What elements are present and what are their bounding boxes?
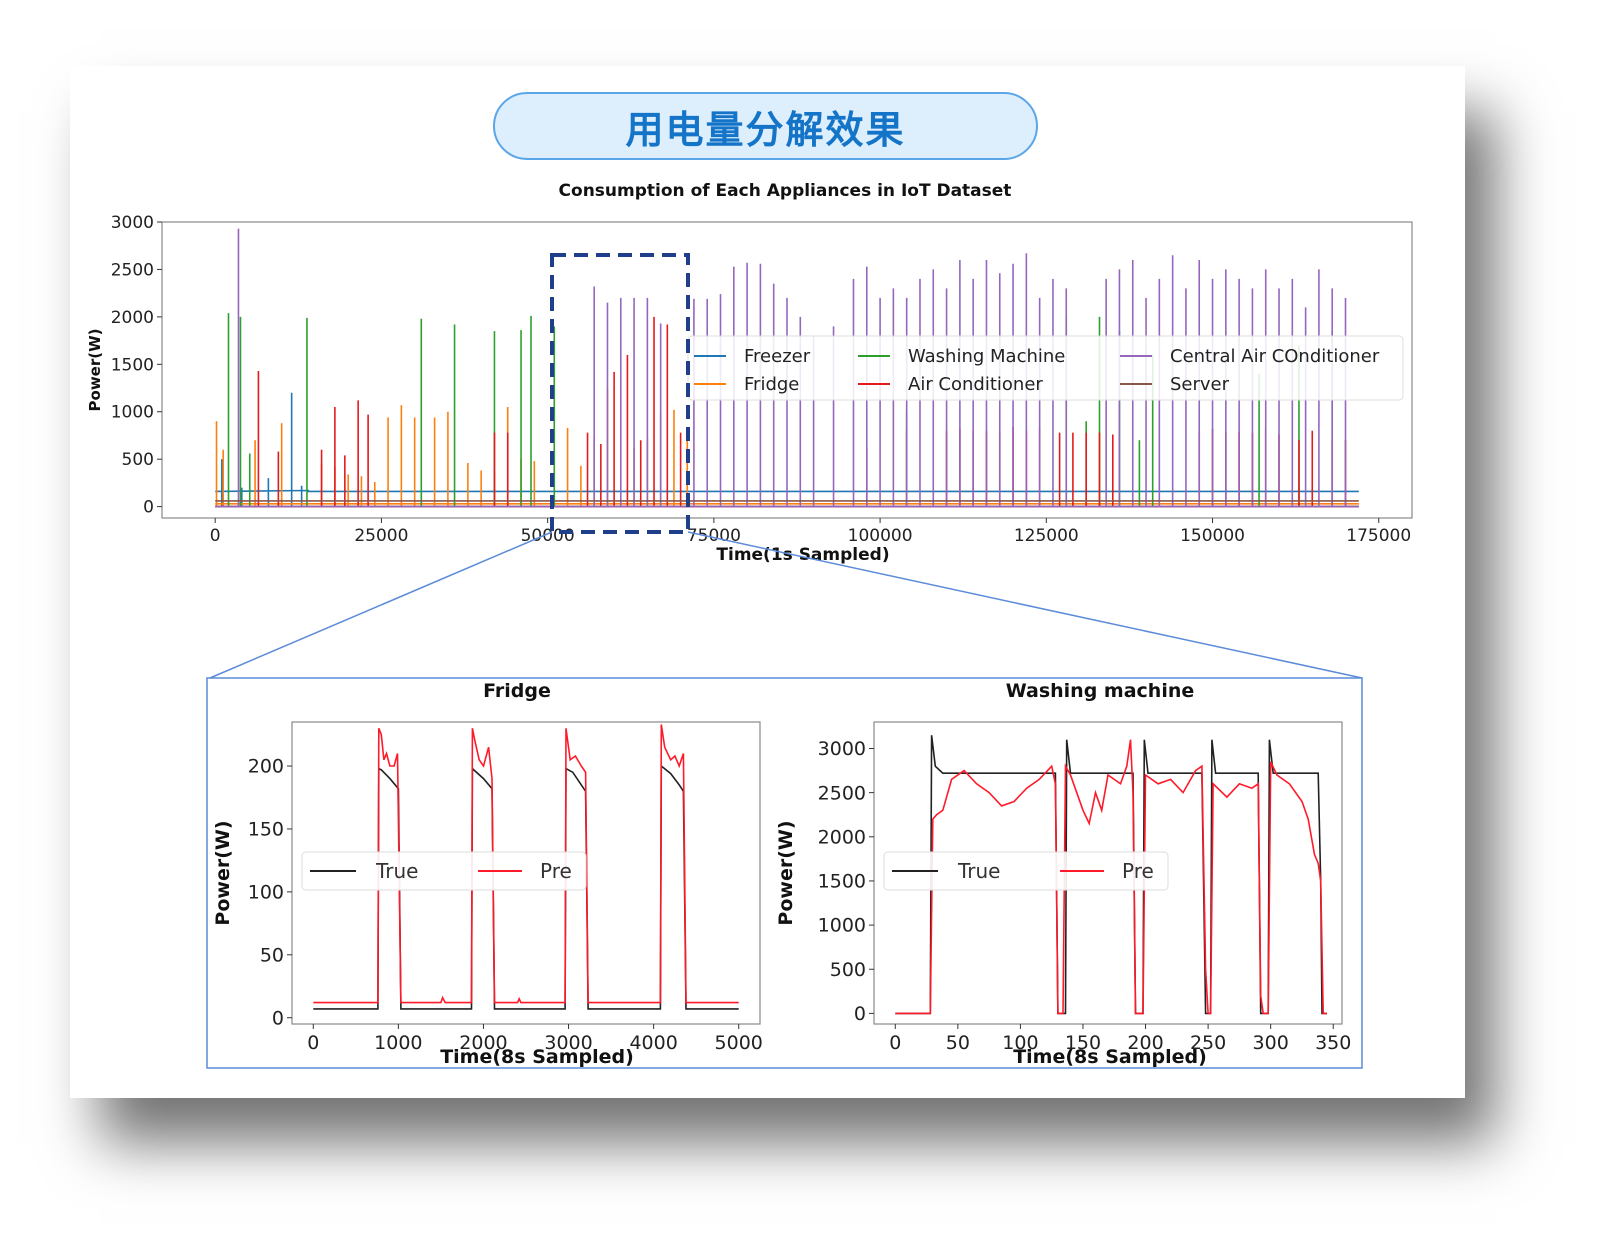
washing-y-tick-label: 2000 [818,826,866,848]
fridge-line-true [313,764,739,1010]
fridge-plot-frame [291,721,761,1025]
washing-legend-label-pre: Pre [1122,859,1154,883]
main-x-tick-label: 75000 [687,526,741,546]
fridge-y-tick-label: 100 [248,882,284,904]
washing-x-tick-label: 150 [1065,1032,1101,1054]
washing-legend-label-true: True [957,859,1000,883]
fridge-x-tick-label: 1000 [374,1032,422,1054]
fridge-axes: 0 1000 2000 3000 4000 5000 0 50 100 150 200 [248,756,763,1054]
slide-title: 用电量分解效果 [493,92,1038,160]
main-y-tick-label: 2500 [111,260,154,280]
washing-line-true [895,735,1327,1015]
main-x-label: Time(1s Sampled) [716,545,889,565]
washing-y-tick-label: 2500 [818,782,866,804]
fridge-legend-box [301,851,587,891]
fridge-y-tick-label: 50 [260,944,284,966]
main-x-tick-label: 175000 [1346,526,1411,546]
fridge-line-pre [313,724,739,1004]
main-chart: Consumption of Each Appliances in IoT Da… [86,181,1413,565]
fridge-x-tick-label: 4000 [629,1032,677,1054]
washing-legend: True Pre [883,851,1169,891]
fridge-x-tick-label: 2000 [459,1032,507,1054]
washing-y-tick-label: 3000 [818,738,866,760]
legend-label-freezer: Freezer [744,346,811,367]
fridge-x-tick-label: 5000 [715,1032,763,1054]
main-x-tick-label: 50000 [521,526,575,546]
main-y-label: Power(W) [86,329,104,412]
zoom-highlight-box [550,253,690,534]
main-y-tick-label: 0 [143,498,154,518]
main-chart-title: Consumption of Each Appliances in IoT Da… [559,181,1012,201]
washing-x-label: Time(8s Sampled) [1013,1046,1207,1068]
washing-x-tick-label: 300 [1253,1032,1289,1054]
washing-axes: 0 50 100 150 200 250 300 350 0 500 1000 1500 2000 250… [818,738,1352,1054]
zoom-connector-left [209,531,553,679]
washing-plot-frame [873,721,1343,1025]
fridge-legend-label-true: True [375,859,418,883]
fridge-chart: Fridge 0 1000 2000 3000 4000 5000 0 50 100 150 200… [212,680,763,1068]
legend-label-ac: Air Conditioner [908,374,1043,395]
main-y-tick-label: 1000 [111,403,154,423]
main-y-tick-label: 500 [122,450,154,470]
washing-x-tick-label: 100 [1002,1032,1038,1054]
fridge-y-label: Power(W) [212,820,234,925]
washing-series-group [895,735,1327,1015]
washing-x-tick-label: 50 [946,1032,970,1054]
washing-chart: Washing machine 0 50 100 150 200 250 300 350 0 50… [775,680,1351,1068]
fridge-x-tick-label: 0 [307,1032,319,1054]
fridge-chart-title: Fridge [483,680,551,702]
legend-label-central-ac: Central Air COnditioner [1170,346,1380,367]
main-x-tick-label: 125000 [1014,526,1079,546]
main-x-tick-label: 100000 [848,526,913,546]
legend-label-fridge: Fridge [744,374,799,395]
main-y-tick-label: 1500 [111,355,154,375]
main-y-tick-label: 3000 [111,213,154,233]
main-x-tick-label: 0 [210,526,221,546]
washing-x-tick-label: 350 [1315,1032,1351,1054]
fridge-y-tick-label: 0 [272,1007,284,1029]
washing-x-tick-label: 250 [1190,1032,1226,1054]
legend-label-washing: Washing Machine [908,346,1065,367]
washing-y-tick-label: 0 [854,1003,866,1025]
main-x-tick-label: 25000 [354,526,408,546]
washing-line-pre [895,739,1327,1015]
legend-label-server: Server [1170,374,1230,395]
washing-legend-box [883,851,1169,891]
main-plot-frame [161,221,1413,519]
washing-y-tick-label: 1000 [818,915,866,937]
fridge-legend-label-pre: Pre [540,859,572,883]
zoom-connector-right [687,531,1363,679]
washing-x-tick-label: 0 [889,1032,901,1054]
fridge-x-tick-label: 3000 [544,1032,592,1054]
washing-y-tick-label: 1500 [818,871,866,893]
washing-y-label: Power(W) [775,820,797,925]
main-y-tick-label: 2000 [111,308,154,328]
main-legend: Freezer Fridge Washing Machine Air Condi… [687,335,1404,401]
washing-y-tick-label: 500 [830,959,866,981]
washing-x-tick-label: 200 [1127,1032,1163,1054]
fridge-x-label: Time(8s Sampled) [440,1046,634,1068]
fridge-y-tick-label: 150 [248,819,284,841]
fridge-legend: True Pre [301,851,587,891]
fridge-y-tick-label: 200 [248,756,284,778]
washing-chart-title: Washing machine [1006,680,1195,702]
main-x-tick-label: 150000 [1180,526,1245,546]
fridge-series-group [313,724,739,1010]
